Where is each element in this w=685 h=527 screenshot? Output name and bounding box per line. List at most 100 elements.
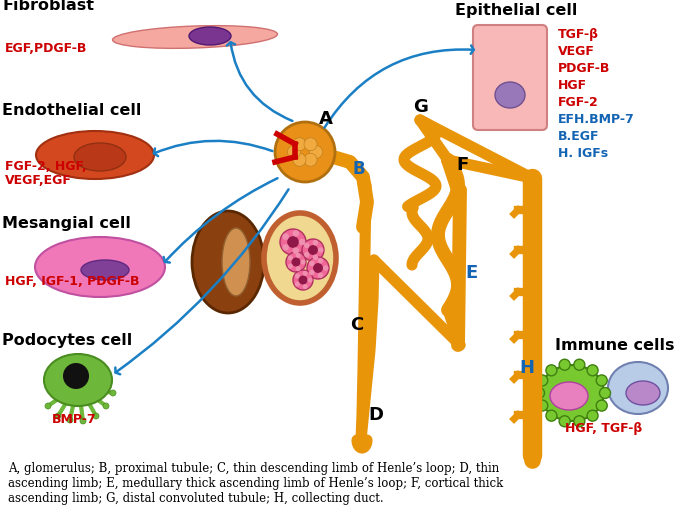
- Circle shape: [292, 258, 301, 267]
- Circle shape: [304, 252, 310, 257]
- Circle shape: [308, 245, 318, 255]
- Ellipse shape: [74, 143, 126, 171]
- Circle shape: [307, 257, 329, 279]
- Circle shape: [295, 281, 300, 287]
- Circle shape: [103, 403, 109, 409]
- Circle shape: [596, 375, 607, 386]
- Circle shape: [596, 400, 607, 411]
- Circle shape: [299, 239, 306, 245]
- Text: ascending limb; E, medullary thick ascending limb of Henle’s loop; F, cortical t: ascending limb; E, medullary thick ascen…: [8, 477, 503, 490]
- Circle shape: [288, 256, 292, 260]
- Text: Epithelial cell: Epithelial cell: [455, 3, 577, 18]
- Circle shape: [301, 259, 306, 265]
- Text: FGF-2, HGF,: FGF-2, HGF,: [5, 160, 87, 173]
- Circle shape: [275, 122, 335, 182]
- Ellipse shape: [35, 237, 165, 297]
- Text: B.EGF: B.EGF: [558, 130, 599, 143]
- Ellipse shape: [44, 354, 112, 406]
- Text: G: G: [413, 98, 428, 116]
- Circle shape: [292, 230, 299, 237]
- Circle shape: [587, 365, 598, 376]
- Text: PDGF-B: PDGF-B: [558, 62, 610, 75]
- Text: Mesangial cell: Mesangial cell: [2, 216, 131, 231]
- Circle shape: [110, 390, 116, 396]
- Circle shape: [312, 240, 318, 246]
- Circle shape: [587, 410, 598, 421]
- Ellipse shape: [192, 211, 264, 313]
- Text: Podocytes cell: Podocytes cell: [2, 333, 132, 348]
- Circle shape: [288, 145, 301, 159]
- Circle shape: [295, 274, 300, 278]
- Ellipse shape: [626, 381, 660, 405]
- Circle shape: [304, 153, 317, 167]
- Circle shape: [312, 255, 318, 260]
- Circle shape: [303, 271, 308, 276]
- Circle shape: [55, 413, 61, 419]
- Circle shape: [574, 359, 585, 370]
- Circle shape: [288, 264, 292, 269]
- Circle shape: [304, 138, 317, 151]
- Circle shape: [309, 261, 314, 266]
- Circle shape: [67, 417, 73, 423]
- Circle shape: [537, 400, 548, 411]
- Circle shape: [318, 272, 323, 278]
- Text: A, glomerulus; B, proximal tubule; C, thin descending limb of Henle’s loop; D, t: A, glomerulus; B, proximal tubule; C, th…: [8, 462, 499, 475]
- Circle shape: [296, 266, 301, 271]
- Circle shape: [599, 387, 610, 398]
- Text: HGF: HGF: [558, 79, 587, 92]
- Text: A: A: [319, 110, 333, 128]
- Text: BMP-7: BMP-7: [52, 413, 97, 426]
- Circle shape: [559, 359, 570, 370]
- Text: VEGF,EGF: VEGF,EGF: [5, 174, 72, 187]
- Circle shape: [546, 365, 557, 376]
- Circle shape: [318, 247, 323, 253]
- Circle shape: [313, 263, 323, 273]
- Text: VEGF: VEGF: [558, 45, 595, 58]
- Circle shape: [537, 375, 548, 386]
- Circle shape: [280, 229, 306, 255]
- Circle shape: [296, 253, 301, 258]
- Circle shape: [299, 276, 308, 285]
- Circle shape: [302, 239, 324, 261]
- Text: ascending limb; G, distal convoluted tubule; H, collecting duct.: ascending limb; G, distal convoluted tub…: [8, 492, 384, 505]
- Ellipse shape: [222, 228, 250, 296]
- Circle shape: [309, 270, 314, 275]
- Circle shape: [292, 247, 299, 254]
- Text: EFH.BMP-7: EFH.BMP-7: [558, 113, 635, 126]
- Circle shape: [287, 236, 299, 248]
- Text: HGF, TGF-β: HGF, TGF-β: [565, 422, 643, 435]
- Ellipse shape: [81, 260, 129, 280]
- Text: H: H: [519, 359, 534, 377]
- Circle shape: [574, 416, 585, 427]
- Circle shape: [559, 416, 570, 427]
- Ellipse shape: [189, 27, 231, 45]
- Ellipse shape: [540, 365, 604, 421]
- Circle shape: [308, 278, 312, 282]
- Text: C: C: [350, 316, 363, 334]
- Circle shape: [282, 233, 289, 240]
- Text: Fibroblast: Fibroblast: [2, 0, 94, 13]
- Circle shape: [286, 252, 306, 272]
- Text: TGF-β: TGF-β: [558, 28, 599, 41]
- Text: FGF-2: FGF-2: [558, 96, 599, 109]
- FancyBboxPatch shape: [473, 25, 547, 130]
- Text: EGF,PDGF-B: EGF,PDGF-B: [5, 42, 88, 55]
- Text: Immune cells: Immune cells: [555, 338, 675, 353]
- Text: D: D: [368, 406, 383, 424]
- Ellipse shape: [608, 362, 668, 414]
- Circle shape: [293, 270, 313, 290]
- Ellipse shape: [550, 382, 588, 410]
- Circle shape: [318, 258, 323, 264]
- Ellipse shape: [264, 213, 336, 303]
- Ellipse shape: [36, 131, 154, 179]
- Text: H. IGFs: H. IGFs: [558, 147, 608, 160]
- Text: E: E: [465, 264, 477, 282]
- Text: F: F: [456, 156, 469, 174]
- Text: HGF, IGF-1, PDGF-B: HGF, IGF-1, PDGF-B: [5, 275, 140, 288]
- Ellipse shape: [495, 82, 525, 108]
- Circle shape: [534, 387, 545, 398]
- Circle shape: [80, 418, 86, 424]
- Ellipse shape: [112, 26, 277, 48]
- Text: Endothelial cell: Endothelial cell: [2, 103, 141, 118]
- Text: B: B: [353, 160, 366, 178]
